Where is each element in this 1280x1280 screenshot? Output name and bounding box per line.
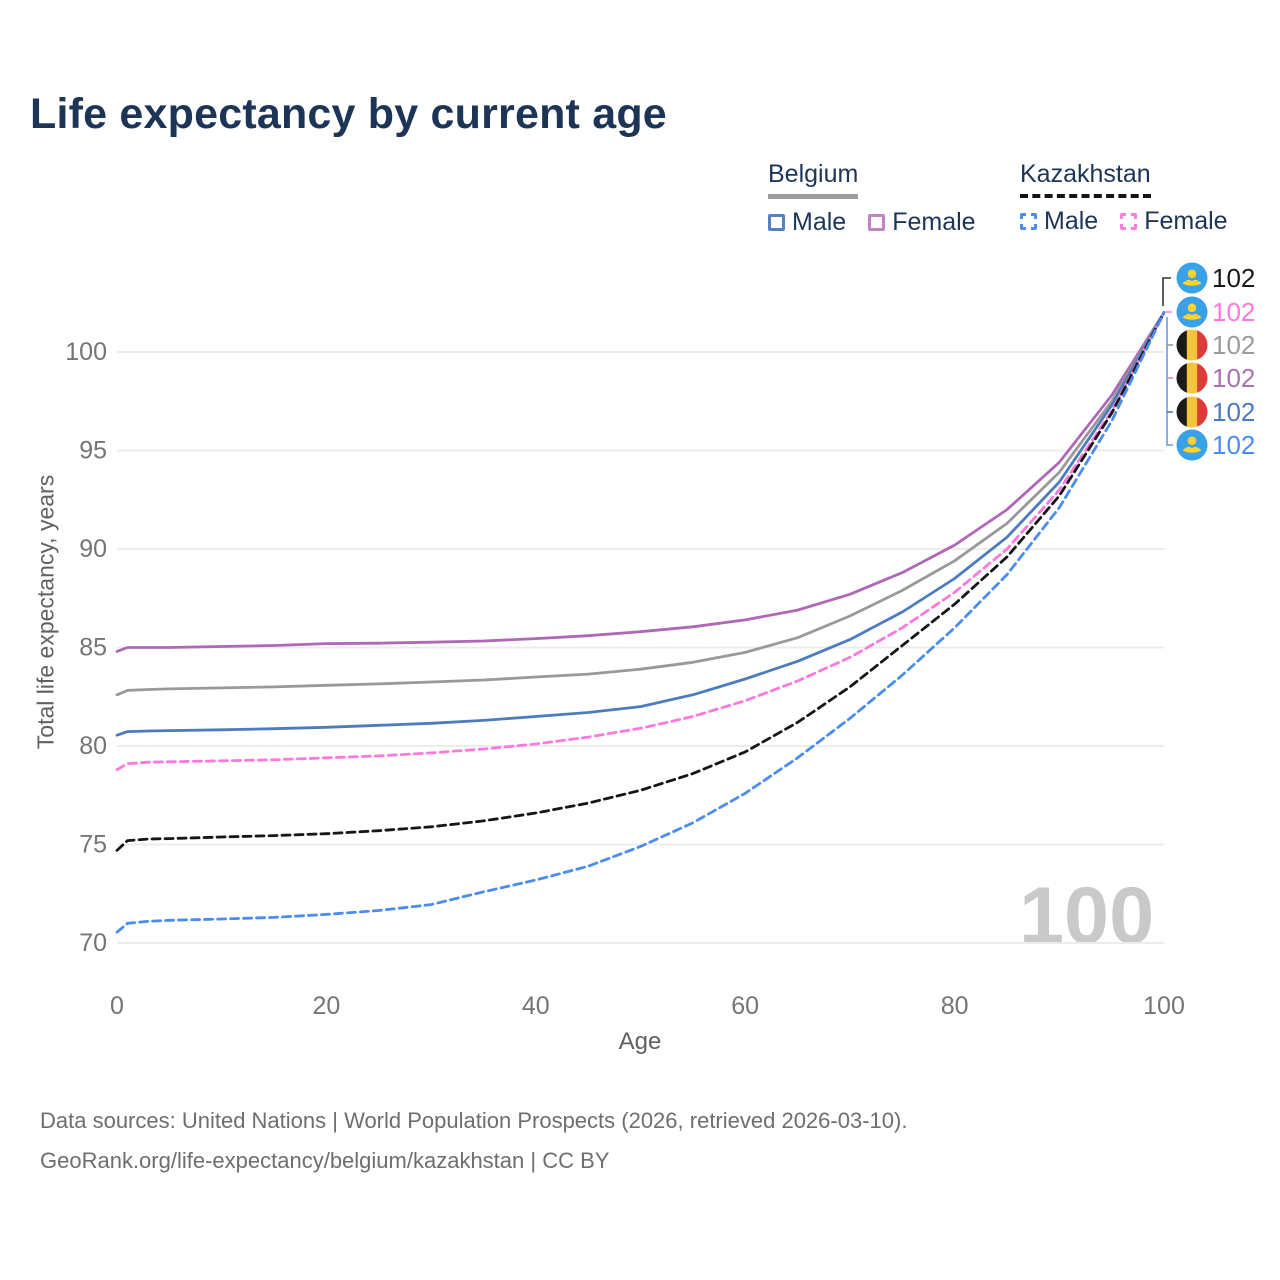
legend-item-belgium-male[interactable]: Male <box>768 208 846 237</box>
series-line-belgium-male[interactable] <box>115 311 1166 737</box>
kazakhstan-flag-icon <box>1176 429 1208 461</box>
leader-line-kazakhstan-total <box>1162 277 1171 306</box>
series-line-kazakhstan-male[interactable] <box>115 311 1166 934</box>
legend-header-kazakhstan[interactable]: Kazakhstan <box>1020 160 1151 198</box>
kazakhstan-flag-icon <box>1176 296 1208 328</box>
y-tick-label: 90 <box>79 535 107 563</box>
belgium-female-swatch-icon <box>868 214 886 231</box>
legend-item-belgium-female[interactable]: Female <box>868 208 976 237</box>
endpoint-value-label: 102 <box>1212 430 1255 460</box>
y-tick-label: 80 <box>79 732 107 760</box>
footer-data-sources: Data sources: United Nations | World Pop… <box>40 1108 908 1133</box>
legend-group-belgium: Belgium Male Female <box>768 160 998 237</box>
kazakhstan-male-swatch-icon <box>1020 213 1037 230</box>
x-tick-label: 0 <box>110 992 124 1020</box>
kazakhstan-female-swatch-icon <box>1120 213 1138 230</box>
belgium-flag-icon <box>1176 329 1208 361</box>
legend-item-label: Male <box>1044 207 1099 235</box>
x-tick-label: 40 <box>522 992 550 1020</box>
legend-item-label: Female <box>892 208 976 236</box>
y-tick-label: 95 <box>79 437 107 465</box>
endpoint-value-label: 102 <box>1212 363 1255 393</box>
legend-item-label: Male <box>792 208 847 236</box>
endpoint-value-label: 102 <box>1212 297 1255 327</box>
y-tick-label: 75 <box>79 831 107 859</box>
footer-attribution[interactable]: GeoRank.org/life-expectancy/belgium/kaza… <box>40 1148 610 1173</box>
y-tick-label: 100 <box>65 338 107 366</box>
belgium-flag-icon <box>1176 362 1208 394</box>
belgium-male-swatch-icon <box>768 214 785 231</box>
series-line-kazakhstan-total[interactable] <box>115 311 1166 852</box>
series-line-belgium-total[interactable] <box>115 311 1166 697</box>
page-title: Life expectancy by current age <box>30 90 667 138</box>
x-tick-label: 20 <box>312 992 340 1020</box>
endpoint-value-label: 102 <box>1212 397 1255 427</box>
legend-group-kazakhstan: Kazakhstan Male Female <box>1020 160 1250 236</box>
legend-item-label: Female <box>1144 207 1228 235</box>
legend-item-kazakhstan-female[interactable]: Female <box>1120 207 1228 236</box>
y-tick-label: 85 <box>79 634 107 662</box>
series-line-kazakhstan-female[interactable] <box>115 311 1166 771</box>
y-tick-label: 70 <box>79 929 107 957</box>
legend-item-kazakhstan-male[interactable]: Male <box>1020 207 1098 236</box>
x-tick-label: 100 <box>1143 992 1185 1020</box>
leader-line-kazakhstan-male <box>1166 317 1173 446</box>
legend-header-belgium[interactable]: Belgium <box>768 160 859 199</box>
endpoint-value-label: 102 <box>1212 263 1255 293</box>
x-tick-label: 60 <box>731 992 759 1020</box>
kazakhstan-flag-icon <box>1176 262 1208 294</box>
series-line-belgium-female[interactable] <box>115 311 1166 653</box>
x-tick-label: 80 <box>941 992 969 1020</box>
belgium-flag-icon <box>1176 396 1208 428</box>
x-axis-title: Age <box>618 1028 662 1055</box>
endpoint-value-label: 102 <box>1212 330 1255 360</box>
